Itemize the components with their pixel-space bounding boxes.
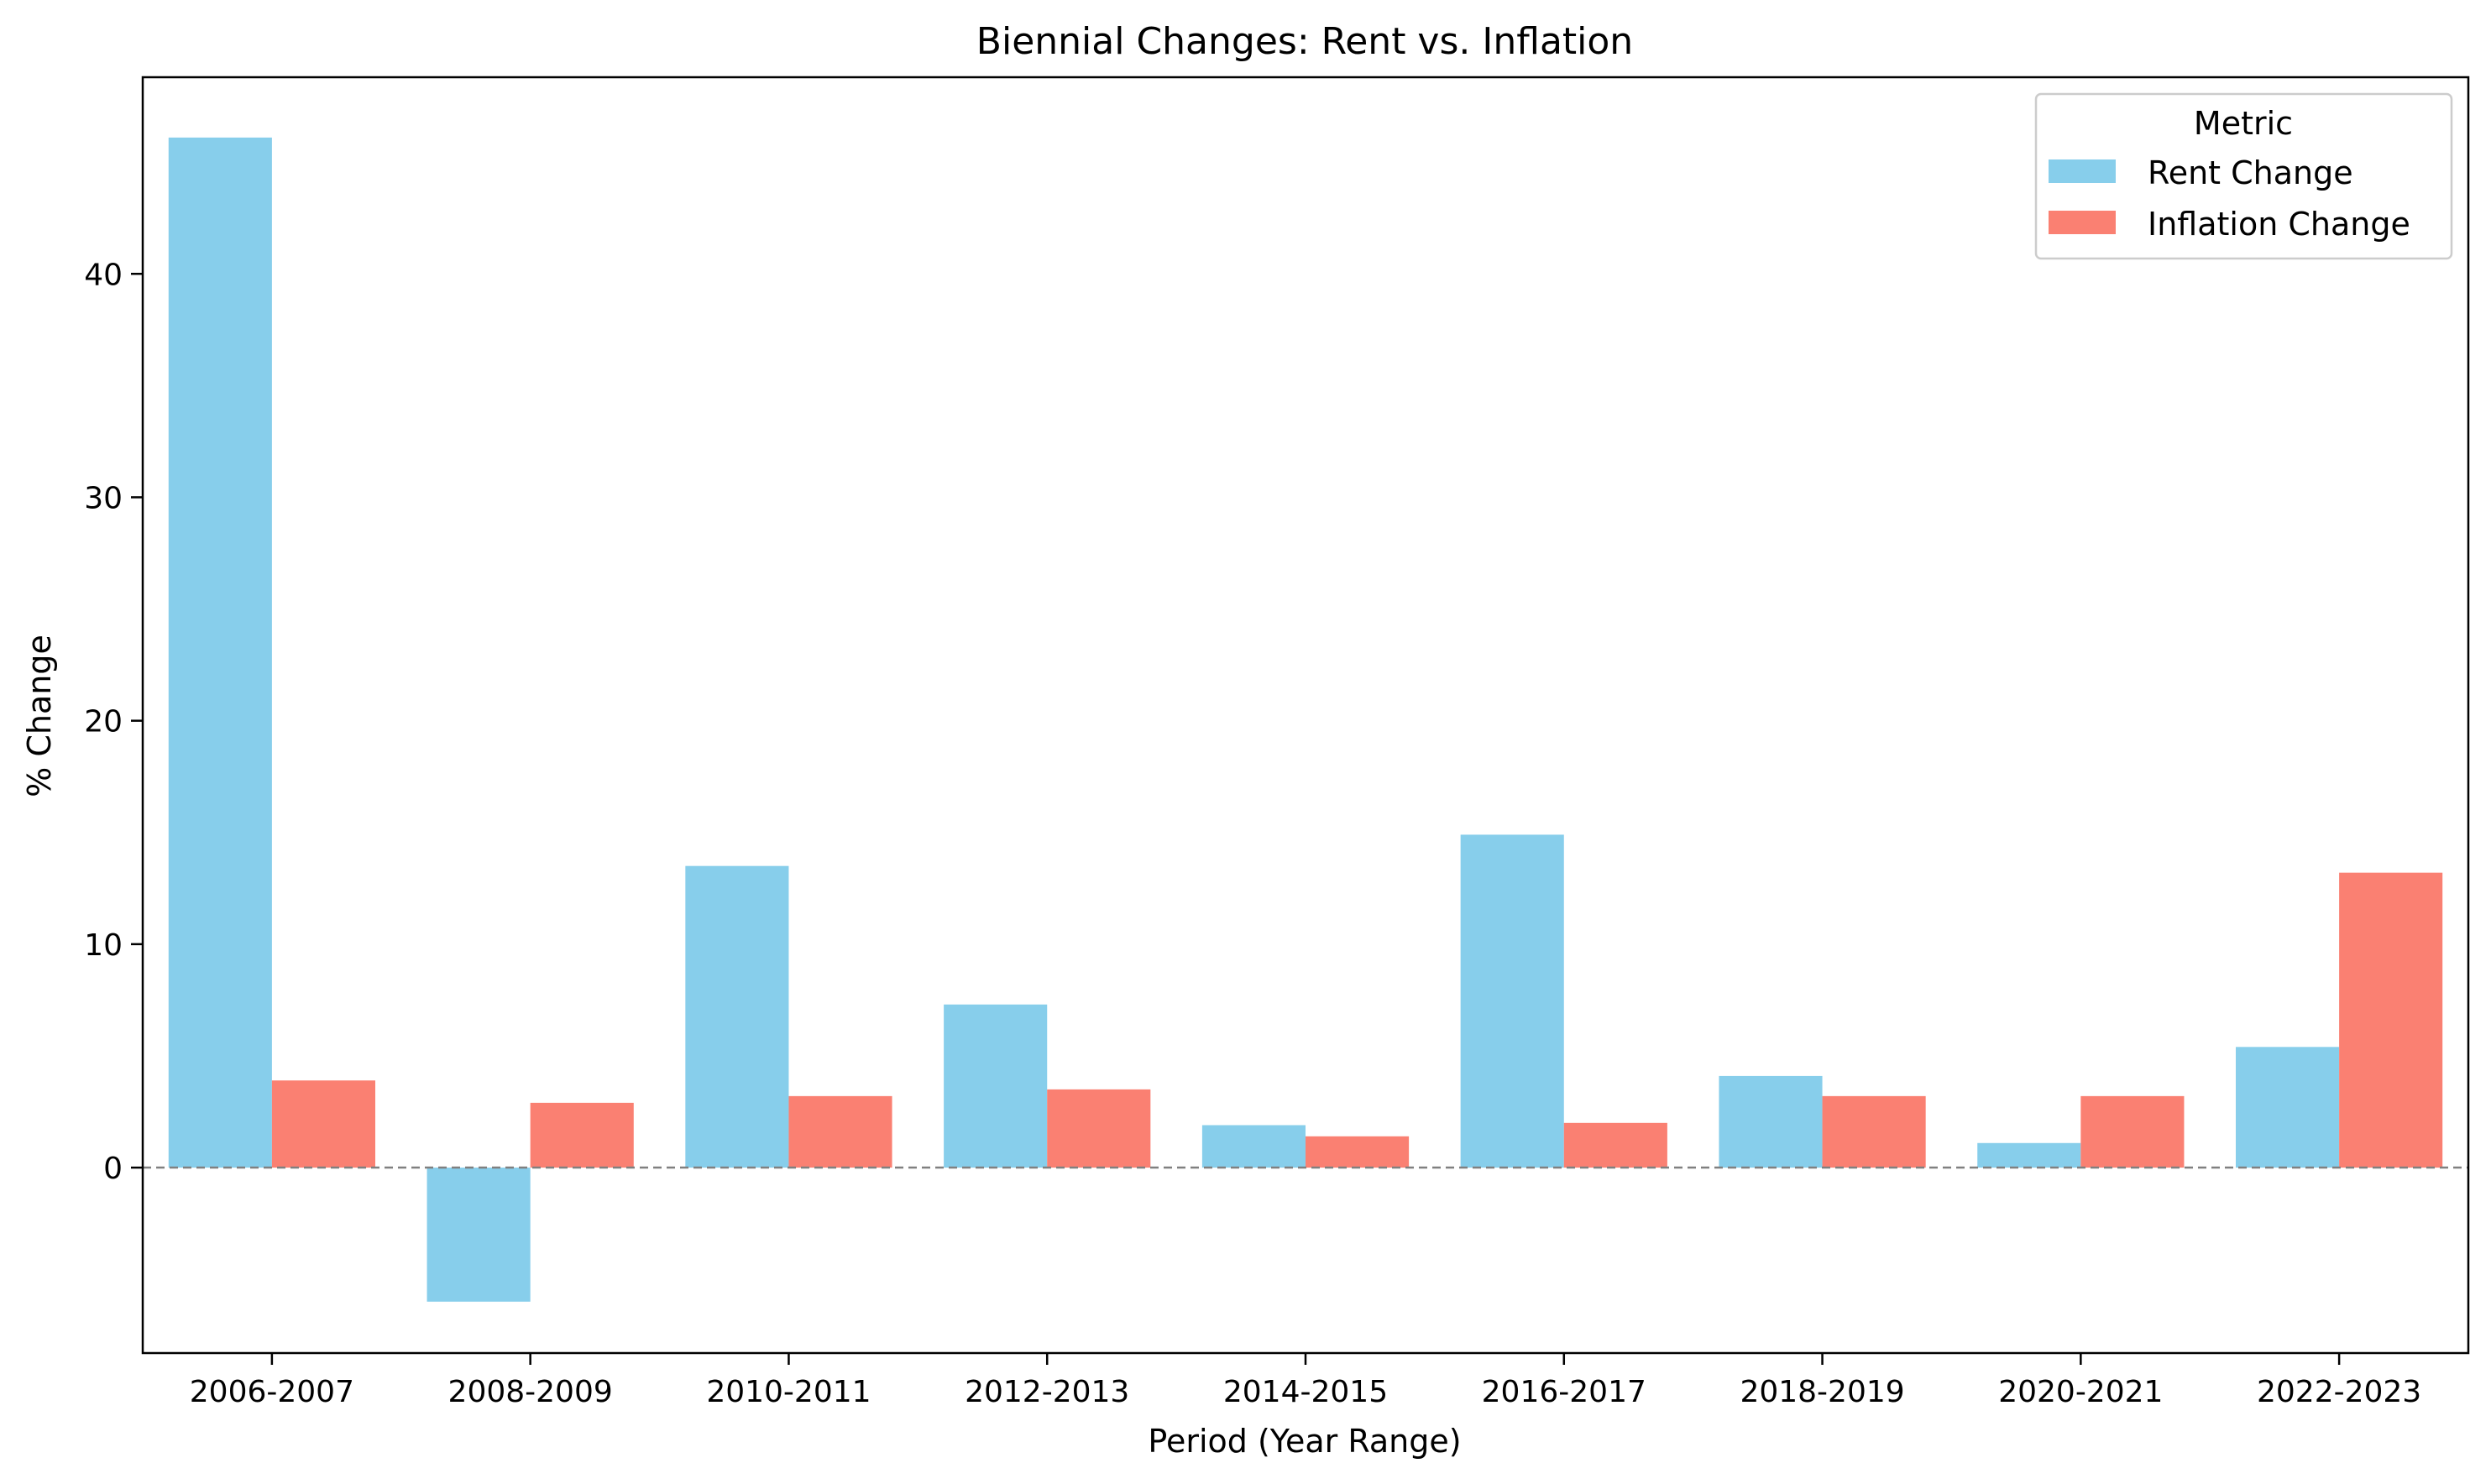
bar-rent-change-2022-2023 [2236,1047,2340,1168]
x-tick-label-2006-2007: 2006-2007 [190,1375,354,1409]
legend: Metric Rent Change Inflation Change [2034,92,2453,260]
chart-title: Biennial Changes: Rent vs. Inflation [976,20,1633,63]
legend-label-rent-change: Rent Change [2148,154,2353,191]
y-axis-label: % Change [21,635,58,797]
bar-rent-change-2012-2013 [944,1004,1048,1168]
x-tick-label-2010-2011: 2010-2011 [706,1375,871,1409]
x-axis-label: Period (Year Range) [1148,1423,1461,1460]
x-tick-label-2016-2017: 2016-2017 [1482,1375,1646,1409]
x-tick-label-2012-2013: 2012-2013 [965,1375,1129,1409]
legend-swatch-inflation-change [2049,211,2116,234]
bar-inflation-change-2016-2017 [1563,1122,1667,1168]
bar-rent-change-2016-2017 [1460,834,1564,1168]
bar-inflation-change-2010-2011 [788,1095,892,1168]
legend-title: Metric [2194,105,2293,142]
bars-layer [168,137,2443,1302]
bar-inflation-change-2018-2019 [1822,1095,1926,1168]
legend-swatch-rent-change [2049,159,2116,183]
bar-inflation-change-2020-2021 [2080,1095,2185,1168]
y-tick-label-0: 0 [103,1152,123,1186]
legend-box [2034,92,2453,260]
y-tick-label-20: 20 [84,705,123,739]
bar-rent-change-2010-2011 [685,865,789,1168]
x-axis-ticks: 2006-2007 2008-2009 2010-2011 2012-2013 2014… [190,1353,2421,1409]
x-tick-label-2008-2009: 2008-2009 [448,1375,613,1409]
bar-rent-change-2008-2009 [427,1168,531,1302]
x-tick-label-2014-2015: 2014-2015 [1223,1375,1388,1409]
bar-rent-change-2006-2007 [168,137,272,1168]
bar-inflation-change-2022-2023 [2339,872,2443,1168]
bar-rent-change-2020-2021 [1977,1142,2081,1168]
bar-inflation-change-2008-2009 [530,1102,634,1168]
bar-rent-change-2018-2019 [1719,1075,1823,1168]
bar-inflation-change-2006-2007 [271,1080,375,1168]
x-tick-label-2020-2021: 2020-2021 [1998,1375,2163,1409]
y-tick-label-40: 40 [84,258,123,292]
bar-inflation-change-2014-2015 [1306,1136,1410,1168]
y-axis-ticks: 0 10 20 30 40 [84,258,143,1186]
x-tick-label-2022-2023: 2022-2023 [2257,1375,2421,1409]
y-tick-label-10: 10 [84,928,123,963]
bar-rent-change-2014-2015 [1201,1125,1306,1168]
legend-label-inflation-change: Inflation Change [2148,206,2410,243]
y-tick-label-30: 30 [84,481,123,515]
x-tick-label-2018-2019: 2018-2019 [1740,1375,1904,1409]
bar-inflation-change-2012-2013 [1047,1089,1151,1168]
